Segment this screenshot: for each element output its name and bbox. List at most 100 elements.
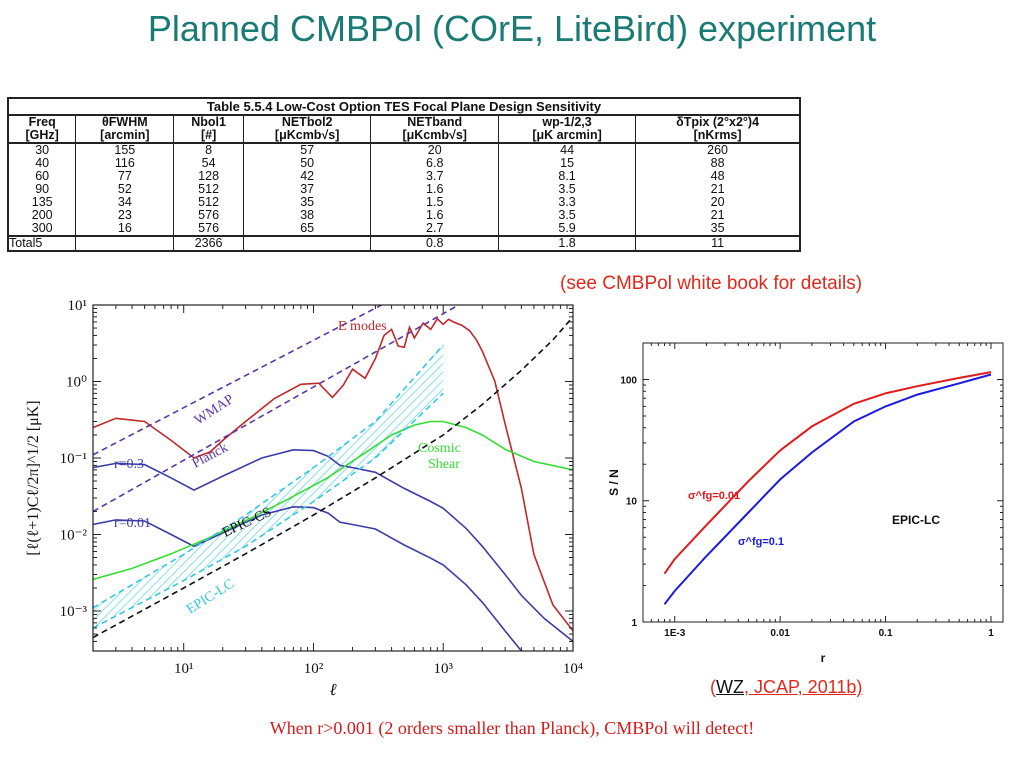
label-r-0-01: r=0.01	[114, 516, 151, 531]
table-cell: 65	[242, 222, 372, 236]
y-tick-label: 10⁻³	[60, 604, 88, 620]
x-tick-label: 10⁴	[563, 661, 583, 677]
sensitivity-table: Table 5.5.4 Low-Cost Option TES Focal Pl…	[7, 97, 801, 252]
table-cell: 42	[242, 170, 372, 183]
see-white-book-note: (see CMBPol white book for details)	[560, 273, 863, 294]
table-cell: 44	[497, 143, 637, 157]
y-axis-label: [ℓ(ℓ+1)Cℓ/2π]^1/2 [μK]	[25, 400, 42, 555]
table-cell: 60	[7, 170, 77, 183]
x-tick-label: 0.1	[879, 628, 893, 639]
label-shear: Shear	[428, 457, 460, 472]
x-axis-label: ℓ	[329, 680, 336, 699]
table-cell: 155	[75, 143, 175, 157]
series-sigma_001	[663, 371, 992, 575]
table-cell: 54	[173, 157, 244, 170]
table-cell: 35	[635, 222, 801, 236]
label-epic-cs: EPIC-CS	[220, 505, 274, 541]
col-header: NETband [μKcmb√s]	[370, 114, 499, 144]
y-tick-label: 10⁻²	[60, 527, 88, 543]
table-cell: 20	[635, 196, 801, 209]
y-tick-label: 10⁰	[66, 374, 87, 390]
table-cell: 128	[173, 170, 244, 183]
table-cell: 57	[242, 143, 372, 157]
table-cell: 48	[635, 170, 801, 183]
table-cell: 0.8	[370, 235, 499, 252]
table-cell: 576	[173, 209, 244, 222]
series-epic_lc_upper	[93, 344, 444, 609]
footer-statement: When r>0.001 (2 orders smaller than Plan…	[269, 718, 755, 738]
table-cell: 30	[7, 143, 77, 157]
col-header: Freq [GHz]	[7, 114, 77, 144]
table-cell: 50	[242, 157, 372, 170]
table-total-row: Total5 2366 0.8 1.8 11	[7, 235, 801, 252]
y-tick-label: 1	[631, 618, 637, 629]
ref-author-link[interactable]: WZ	[716, 677, 744, 697]
series-sigma_01	[663, 373, 992, 605]
table-cell: 2366	[173, 235, 244, 252]
x-tick-label: 1E-3	[664, 628, 686, 639]
label-cosmic: Cosmic	[418, 441, 461, 456]
table-row: 40 116 54 50 6.8 15 88	[7, 157, 801, 170]
table-row: 30 155 8 57 20 44 260	[7, 143, 801, 157]
table-cell: 1.5	[370, 196, 499, 209]
reference-link[interactable]: (WZ, JCAP, 2011b)	[710, 677, 862, 698]
label-wmap: WMAP	[192, 392, 237, 428]
x-tick-label: 10²	[304, 661, 324, 677]
table-cell	[242, 235, 372, 252]
x-axis-label: r	[821, 651, 826, 665]
table-cell: 77	[75, 170, 175, 183]
table-cell: 16	[75, 222, 175, 236]
col-header: δTpix (2°x2°)4 [nKrms]	[635, 114, 801, 144]
series-r001	[93, 505, 523, 651]
label-epic-lc: EPIC-LC	[892, 513, 940, 527]
table-row: 200 23 576 38 1.6 3.5 21	[7, 209, 801, 222]
table-cell: 5.9	[497, 222, 637, 236]
y-tick-label: 100	[620, 375, 637, 386]
series-r03	[93, 448, 573, 643]
page-title: Planned CMBPol (COrE, LiteBird) experime…	[147, 8, 877, 49]
table-cell: 21	[635, 209, 801, 222]
col-header: θFWHM [arcmin]	[75, 114, 175, 144]
table-cell: 88	[635, 157, 801, 170]
series-cosmic_shear	[93, 420, 573, 581]
label-e-modes: E modes	[338, 319, 387, 334]
y-axis-label: S / N	[607, 469, 621, 496]
table-body: 30 155 8 57 20 44 260 40 116 54 50 6.8 15 88 60 77 128 42…	[7, 143, 801, 252]
table-row: 300 16 576 65 2.7 5.9 35	[7, 222, 801, 236]
table-cell: 52	[75, 183, 175, 196]
table-caption: Table 5.5.4 Low-Cost Option TES Focal Pl…	[7, 97, 801, 114]
table-cell	[75, 235, 175, 252]
table-cell: 116	[75, 157, 175, 170]
table-cell: 23	[75, 209, 175, 222]
table-cell: 260	[635, 143, 801, 157]
table-cell: 3.5	[497, 209, 637, 222]
table-cell: 8	[173, 143, 244, 157]
epic-lc-band	[93, 345, 444, 628]
table-cell: Total5	[7, 235, 77, 252]
label-sigma-0-1: σ^fg=0.1	[738, 536, 784, 548]
plot-area	[93, 305, 573, 651]
table-cell: 8.1	[497, 170, 637, 183]
series-planck	[93, 305, 461, 513]
label-r-0-3: r=0.3	[114, 457, 144, 472]
x-tick-label: 10³	[433, 661, 453, 677]
table-cell: 300	[7, 222, 77, 236]
table-cell: 2.7	[370, 222, 499, 236]
col-header: NETbol2 [μKcmb√s]	[242, 114, 372, 144]
x-tick-label: 0.01	[770, 628, 790, 639]
ref-journal-link[interactable]: , JCAP, 2011b)	[743, 677, 863, 697]
table-cell: 1.8	[497, 235, 637, 252]
table-cell: 3.5	[497, 183, 637, 196]
col-header: wp-1/2,3 [μK arcmin]	[497, 114, 637, 144]
table-cell: 576	[173, 222, 244, 236]
table-header-row: Freq [GHz] θFWHM [arcmin] Nbol1 [#] NETbol2…	[7, 114, 801, 144]
table-cell: 21	[635, 183, 801, 196]
y-tick-label: 10⁻¹	[60, 451, 87, 467]
series-epic_black	[93, 316, 573, 639]
table-cell: 3.3	[497, 196, 637, 209]
table-cell: 3.7	[370, 170, 499, 183]
table-cell: 11	[635, 235, 801, 252]
label-sigma-0-01: σ^fg=0.01	[688, 490, 740, 502]
plot-frame	[642, 342, 1004, 623]
label-epic-lc: EPIC-LC	[184, 577, 237, 618]
